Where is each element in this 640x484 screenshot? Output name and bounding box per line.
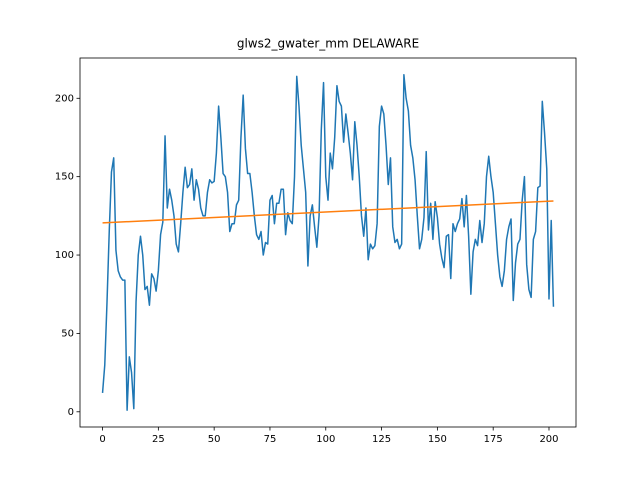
x-tick-label: 50 — [208, 434, 221, 445]
x-tick-label: 125 — [372, 434, 391, 445]
x-tick-label: 200 — [539, 434, 558, 445]
x-tick-label: 0 — [99, 434, 105, 445]
x-tick-label: 150 — [428, 434, 447, 445]
x-tick-label: 75 — [264, 434, 277, 445]
axes-frame — [79, 57, 577, 428]
y-tick-label: 150 — [55, 172, 74, 183]
y-tick-label: 0 — [68, 407, 74, 418]
data-line — [101, 74, 555, 411]
y-tick-label: 200 — [55, 93, 74, 104]
x-tick-label: 25 — [152, 434, 165, 445]
data-line — [102, 200, 554, 224]
x-tick-label: 100 — [316, 434, 335, 445]
chart-title: glws2_gwater_mm DELAWARE — [237, 37, 419, 51]
y-tick-label: 100 — [55, 250, 74, 261]
y-tick-label: 50 — [61, 328, 74, 339]
x-tick-label: 175 — [484, 434, 503, 445]
